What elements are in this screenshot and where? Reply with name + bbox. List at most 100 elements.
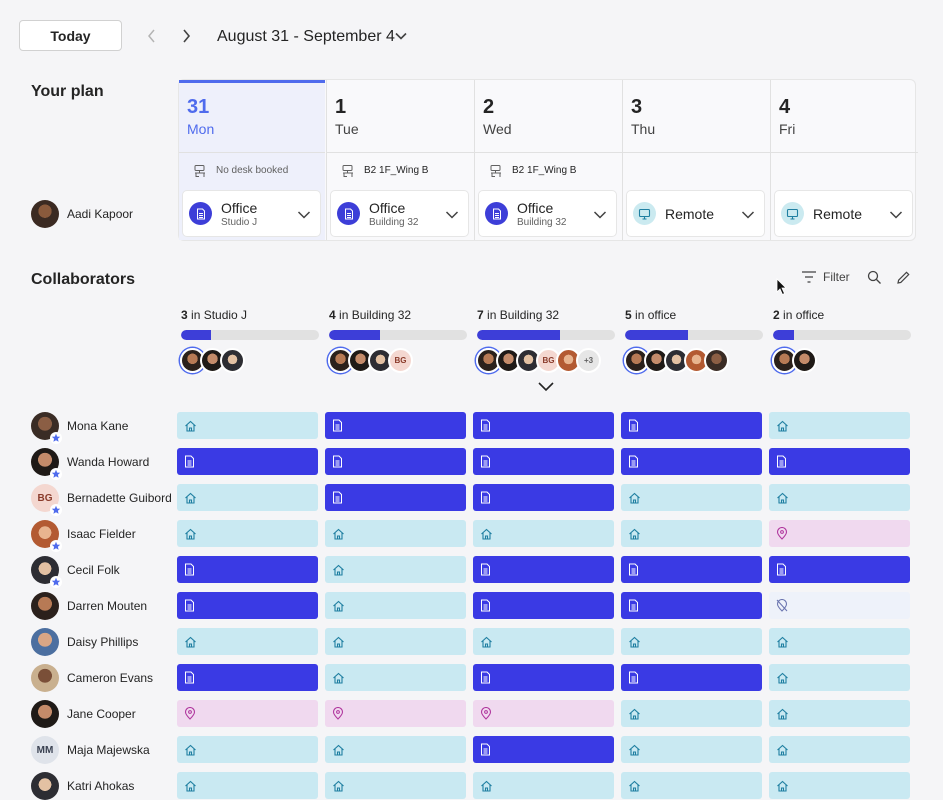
schedule-cell-office[interactable] xyxy=(473,448,614,475)
attendee-avatars[interactable] xyxy=(180,348,245,373)
schedule-cell-remote[interactable] xyxy=(177,520,318,547)
schedule-cell-office[interactable] xyxy=(177,556,318,583)
schedule-cell-remote[interactable] xyxy=(177,772,318,799)
schedule-cell-remote[interactable] xyxy=(621,628,762,655)
edit-button[interactable] xyxy=(896,270,911,285)
schedule-cell-office[interactable] xyxy=(177,448,318,475)
schedule-cell-office[interactable] xyxy=(473,592,614,619)
schedule-cell-remote[interactable] xyxy=(621,772,762,799)
schedule-cell-remote[interactable] xyxy=(769,628,910,655)
collaborator-row[interactable]: BG Bernadette Guibord xyxy=(31,484,172,516)
filter-button[interactable]: Filter xyxy=(801,270,850,284)
prev-week-chevron-left-icon[interactable] xyxy=(142,26,162,46)
desk-booking[interactable]: No desk booked xyxy=(179,152,325,188)
schedule-cell-remote[interactable] xyxy=(769,700,910,727)
day-number: 31 xyxy=(187,96,210,118)
schedule-cell-remote[interactable] xyxy=(325,664,466,691)
schedule-cell-office[interactable] xyxy=(621,592,762,619)
schedule-cell-remote[interactable] xyxy=(177,412,318,439)
schedule-cell-office[interactable] xyxy=(769,556,910,583)
schedule-cell-remote[interactable] xyxy=(325,772,466,799)
schedule-cell-office[interactable] xyxy=(621,664,762,691)
expand-chevron-down-icon[interactable] xyxy=(537,380,555,398)
schedule-cell-out[interactable] xyxy=(769,520,910,547)
location-dropdown[interactable]: Office Building 32 xyxy=(330,190,469,237)
schedule-cell-remote[interactable] xyxy=(325,520,466,547)
more-attendees-badge[interactable]: +3 xyxy=(576,348,601,373)
collaborator-row[interactable]: Jane Cooper xyxy=(31,700,136,728)
occupancy-bar xyxy=(773,330,911,340)
schedule-cell-office[interactable] xyxy=(473,664,614,691)
schedule-cell-office[interactable] xyxy=(473,484,614,511)
schedule-cell-remote[interactable] xyxy=(769,772,910,799)
occupancy-label: 5 in office xyxy=(625,308,676,322)
collaborator-row[interactable]: Isaac Fielder xyxy=(31,520,136,552)
today-button[interactable]: Today xyxy=(19,20,122,51)
schedule-cell-remote[interactable] xyxy=(621,520,762,547)
desk-booking[interactable]: B2 1F_Wing B xyxy=(327,152,474,188)
location-dropdown[interactable]: Remote xyxy=(774,190,913,237)
date-range-label[interactable]: August 31 - September 4 xyxy=(217,28,395,45)
schedule-cell-office[interactable] xyxy=(177,664,318,691)
schedule-cell-remote[interactable] xyxy=(769,484,910,511)
home-icon xyxy=(332,780,345,792)
attendee-avatars[interactable] xyxy=(772,348,817,373)
schedule-cell-remote[interactable] xyxy=(473,772,614,799)
schedule-cell-remote[interactable] xyxy=(769,412,910,439)
schedule-cell-remote[interactable] xyxy=(769,664,910,691)
collaborator-name: Daisy Phillips xyxy=(67,635,139,649)
schedule-cell-none[interactable] xyxy=(769,592,910,619)
schedule-cell-office[interactable] xyxy=(621,448,762,475)
schedule-cell-out[interactable] xyxy=(177,700,318,727)
office-building-icon xyxy=(184,671,195,684)
location-dropdown[interactable]: Office Studio J xyxy=(182,190,321,237)
collaborator-row[interactable]: Daisy Phillips xyxy=(31,628,138,656)
schedule-cell-remote[interactable] xyxy=(177,628,318,655)
schedule-cell-remote[interactable] xyxy=(769,736,910,763)
schedule-cell-out[interactable] xyxy=(325,700,466,727)
schedule-cell-office[interactable] xyxy=(473,556,614,583)
schedule-cell-remote[interactable] xyxy=(325,556,466,583)
office-building-icon xyxy=(332,491,343,504)
schedule-cell-out[interactable] xyxy=(473,700,614,727)
schedule-cell-remote[interactable] xyxy=(177,484,318,511)
attendee-avatars[interactable]: BG +3 xyxy=(476,348,601,373)
favorite-star-icon xyxy=(50,503,62,516)
schedule-cell-office[interactable] xyxy=(177,592,318,619)
schedule-cell-office[interactable] xyxy=(621,412,762,439)
collaborator-row[interactable]: Darren Mouten xyxy=(31,592,147,620)
attendee-avatars[interactable]: BG xyxy=(328,348,413,373)
avatar xyxy=(31,448,62,480)
collaborator-row[interactable]: MM Maja Majewska xyxy=(31,736,150,764)
schedule-cell-office[interactable] xyxy=(473,736,614,763)
schedule-cell-office[interactable] xyxy=(325,412,466,439)
location-dropdown[interactable]: Office Building 32 xyxy=(478,190,617,237)
avatar-initials: BG xyxy=(31,484,59,512)
schedule-cell-remote[interactable] xyxy=(325,628,466,655)
schedule-cell-office[interactable] xyxy=(473,412,614,439)
home-icon xyxy=(628,780,641,792)
schedule-cell-remote[interactable] xyxy=(473,628,614,655)
desk-booking[interactable]: B2 1F_Wing B xyxy=(475,152,622,188)
location-dropdown[interactable]: Remote xyxy=(626,190,765,237)
collaborator-row[interactable]: Mona Kane xyxy=(31,412,128,444)
collaborator-row[interactable]: Cameron Evans xyxy=(31,664,153,692)
schedule-cell-office[interactable] xyxy=(621,556,762,583)
date-range-chevron-down-icon[interactable] xyxy=(394,29,410,45)
schedule-cell-remote[interactable] xyxy=(621,700,762,727)
search-button[interactable] xyxy=(867,270,882,285)
attendee-avatars[interactable] xyxy=(624,348,729,373)
schedule-cell-remote[interactable] xyxy=(177,736,318,763)
schedule-cell-office[interactable] xyxy=(325,484,466,511)
schedule-cell-remote[interactable] xyxy=(325,592,466,619)
schedule-cell-remote[interactable] xyxy=(473,520,614,547)
schedule-cell-office[interactable] xyxy=(769,448,910,475)
schedule-cell-remote[interactable] xyxy=(621,736,762,763)
next-week-chevron-right-icon[interactable] xyxy=(176,26,196,46)
collaborator-row[interactable]: Wanda Howard xyxy=(31,448,149,480)
schedule-cell-remote[interactable] xyxy=(325,736,466,763)
schedule-cell-remote[interactable] xyxy=(621,484,762,511)
collaborator-row[interactable]: Katri Ahokas xyxy=(31,772,134,800)
schedule-cell-office[interactable] xyxy=(325,448,466,475)
collaborator-row[interactable]: Cecil Folk xyxy=(31,556,120,588)
